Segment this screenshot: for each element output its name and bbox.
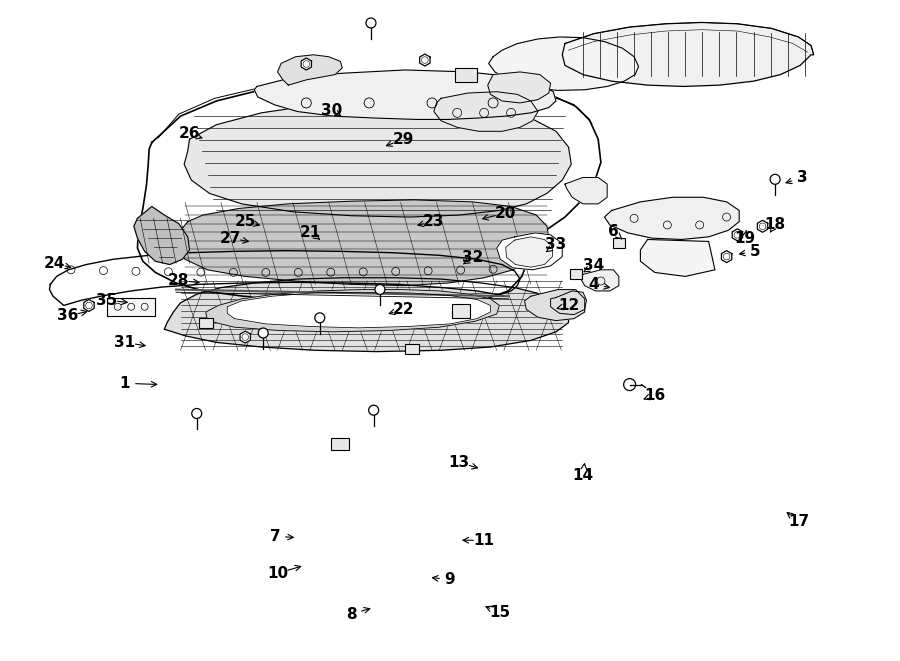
Circle shape (258, 328, 268, 338)
Text: 27: 27 (220, 231, 240, 246)
Text: 10: 10 (267, 566, 288, 581)
Circle shape (624, 379, 635, 391)
Text: 25: 25 (235, 214, 256, 229)
Text: 33: 33 (545, 237, 567, 253)
Text: 3: 3 (796, 170, 807, 185)
Text: 23: 23 (423, 214, 445, 229)
Polygon shape (254, 70, 556, 120)
Bar (331, 438, 349, 450)
Polygon shape (565, 177, 608, 204)
Bar (199, 317, 212, 328)
Text: 30: 30 (320, 102, 342, 118)
Polygon shape (605, 197, 739, 239)
Text: 21: 21 (301, 225, 321, 241)
Polygon shape (758, 220, 768, 232)
Polygon shape (497, 233, 562, 270)
Polygon shape (107, 297, 156, 316)
Text: 11: 11 (473, 533, 495, 548)
Polygon shape (551, 291, 587, 315)
Text: 16: 16 (644, 387, 665, 403)
Text: 34: 34 (583, 258, 604, 274)
Polygon shape (240, 331, 250, 343)
Polygon shape (176, 200, 549, 286)
Bar (613, 239, 625, 249)
Polygon shape (138, 79, 601, 305)
Bar (455, 67, 477, 81)
Bar (405, 344, 419, 354)
Text: 17: 17 (788, 514, 809, 529)
Polygon shape (277, 55, 342, 85)
Bar (452, 303, 470, 318)
Polygon shape (302, 58, 311, 70)
Text: 7: 7 (270, 529, 280, 544)
Polygon shape (50, 251, 520, 305)
Polygon shape (580, 270, 619, 291)
Text: 6: 6 (608, 224, 619, 239)
Text: 32: 32 (462, 251, 483, 266)
Polygon shape (184, 101, 572, 217)
Polygon shape (84, 299, 94, 311)
Polygon shape (165, 278, 569, 352)
Text: 14: 14 (572, 468, 593, 483)
Polygon shape (434, 92, 538, 132)
Text: 24: 24 (44, 256, 66, 271)
Text: 8: 8 (346, 607, 356, 621)
Text: 15: 15 (489, 605, 510, 620)
Polygon shape (228, 292, 490, 328)
Text: 28: 28 (168, 273, 190, 288)
Polygon shape (206, 290, 500, 332)
Polygon shape (733, 229, 742, 241)
Circle shape (770, 175, 780, 184)
Polygon shape (134, 206, 190, 264)
Text: 9: 9 (445, 572, 455, 588)
Text: 13: 13 (448, 455, 470, 470)
Polygon shape (488, 72, 551, 103)
Text: 35: 35 (96, 293, 118, 307)
Text: 29: 29 (392, 132, 414, 147)
Text: 18: 18 (765, 217, 786, 233)
Circle shape (375, 284, 385, 294)
Text: 4: 4 (589, 277, 599, 292)
Polygon shape (525, 290, 585, 321)
Polygon shape (506, 237, 553, 267)
Text: 26: 26 (179, 126, 201, 141)
Bar (570, 270, 581, 280)
Text: 19: 19 (734, 231, 755, 246)
Circle shape (315, 313, 325, 323)
Polygon shape (722, 251, 732, 262)
Text: 31: 31 (114, 335, 135, 350)
Polygon shape (641, 239, 715, 276)
Circle shape (366, 18, 376, 28)
Polygon shape (419, 54, 430, 66)
Polygon shape (489, 37, 639, 91)
Text: 1: 1 (120, 375, 130, 391)
Polygon shape (562, 22, 814, 87)
Text: 12: 12 (558, 298, 580, 313)
Text: 36: 36 (57, 309, 78, 323)
Circle shape (192, 408, 202, 418)
Text: 22: 22 (392, 302, 414, 317)
Text: 20: 20 (495, 206, 517, 221)
Circle shape (369, 405, 379, 415)
Text: 5: 5 (750, 244, 760, 259)
